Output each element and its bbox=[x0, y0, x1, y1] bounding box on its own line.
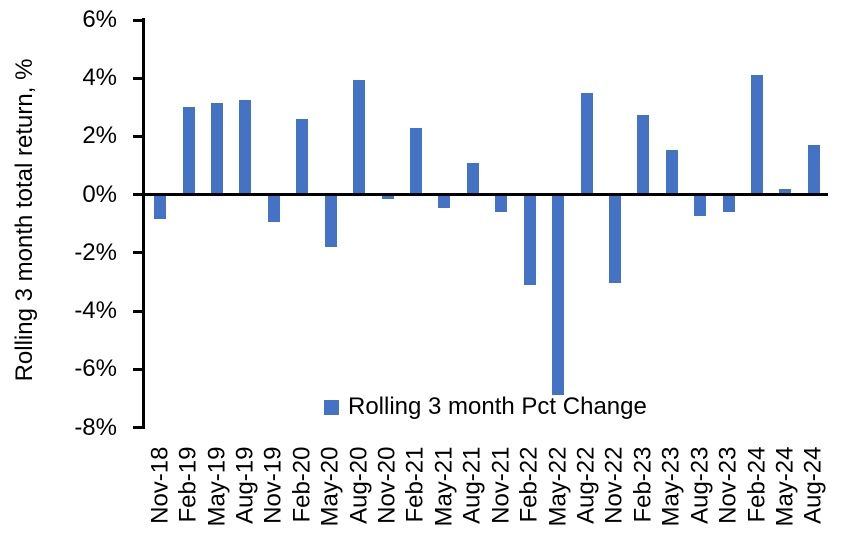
y-tick-label: -4% bbox=[74, 297, 117, 325]
bar-May-21 bbox=[438, 194, 451, 208]
y-tick-label: 6% bbox=[82, 6, 117, 33]
legend: Rolling 3 month Pct Change bbox=[324, 391, 647, 423]
x-tick-label: Feb-23 bbox=[629, 446, 657, 523]
y-tick bbox=[133, 251, 142, 255]
bar-Nov-19 bbox=[267, 194, 280, 223]
y-tick-label: -8% bbox=[74, 413, 117, 441]
x-tick-label: Aug-22 bbox=[572, 446, 600, 524]
bar-Aug-24 bbox=[807, 145, 820, 195]
x-tick-label: Aug-21 bbox=[458, 446, 486, 524]
y-tick bbox=[133, 367, 142, 371]
x-tick-label: May-20 bbox=[316, 446, 344, 527]
x-tick-label: Aug-20 bbox=[345, 446, 373, 524]
x-tick-label: Feb-20 bbox=[288, 446, 316, 523]
x-tick-label: Feb-22 bbox=[515, 446, 543, 523]
y-tick-label: -6% bbox=[74, 355, 117, 383]
bar-Feb-19 bbox=[182, 107, 195, 195]
bar-Feb-24 bbox=[751, 75, 764, 195]
bar-Nov-22 bbox=[608, 194, 621, 284]
x-tick-label: Nov-21 bbox=[487, 446, 515, 524]
bar-Aug-22 bbox=[580, 92, 593, 195]
bar-Feb-20 bbox=[296, 118, 309, 195]
bar-Nov-20 bbox=[381, 194, 394, 199]
bar-May-23 bbox=[665, 149, 678, 195]
bar-Nov-23 bbox=[722, 194, 735, 213]
bar-Feb-21 bbox=[409, 127, 422, 195]
y-tick-label: 0% bbox=[82, 180, 117, 208]
x-tick-label: Aug-24 bbox=[799, 446, 827, 524]
y-tick bbox=[133, 426, 142, 429]
y-tick bbox=[133, 193, 142, 197]
x-tick-label: May-22 bbox=[544, 446, 572, 527]
x-tick-label: May-21 bbox=[430, 446, 458, 527]
x-tick-label: Feb-24 bbox=[743, 446, 771, 523]
x-tick-label: May-24 bbox=[771, 446, 799, 527]
bar-May-22 bbox=[552, 194, 565, 396]
x-axis-zero-line bbox=[142, 193, 828, 196]
x-tick-label: Aug-23 bbox=[686, 446, 714, 524]
y-tick-label: -2% bbox=[74, 238, 117, 266]
bar-Feb-22 bbox=[523, 194, 536, 285]
x-tick-label: Nov-20 bbox=[373, 446, 401, 524]
y-tick-label: 4% bbox=[82, 64, 117, 92]
bar-May-24 bbox=[779, 188, 792, 195]
x-tick-label: Feb-19 bbox=[174, 446, 202, 523]
x-tick-label: May-19 bbox=[203, 446, 231, 527]
y-tick bbox=[133, 309, 142, 313]
x-tick-label: Feb-21 bbox=[401, 446, 429, 523]
legend-label: Rolling 3 month Pct Change bbox=[348, 393, 647, 420]
bar-Aug-19 bbox=[239, 100, 252, 195]
x-tick-label: Nov-18 bbox=[146, 446, 174, 524]
bar-Nov-21 bbox=[495, 194, 508, 213]
x-tick-label: Nov-19 bbox=[259, 446, 287, 524]
legend-swatch-icon bbox=[324, 399, 339, 415]
bar-May-20 bbox=[324, 194, 337, 248]
y-axis-title: Rolling 3 month total return, % bbox=[11, 58, 38, 382]
bar-Aug-23 bbox=[694, 194, 707, 217]
bar-Aug-20 bbox=[353, 79, 366, 195]
y-tick bbox=[133, 18, 142, 22]
y-axis-line bbox=[142, 18, 145, 429]
bar-Aug-21 bbox=[466, 162, 479, 195]
x-tick-label: Nov-22 bbox=[600, 446, 628, 524]
x-tick-label: Nov-23 bbox=[714, 446, 742, 524]
bar-Feb-23 bbox=[637, 114, 650, 195]
x-tick-label: May-23 bbox=[657, 446, 685, 527]
y-tick bbox=[133, 134, 142, 138]
x-tick-label: Aug-19 bbox=[231, 446, 259, 524]
bar-Nov-18 bbox=[154, 194, 167, 220]
y-tick-label: 2% bbox=[82, 122, 117, 150]
y-tick bbox=[133, 76, 142, 80]
bar-May-19 bbox=[211, 102, 224, 195]
